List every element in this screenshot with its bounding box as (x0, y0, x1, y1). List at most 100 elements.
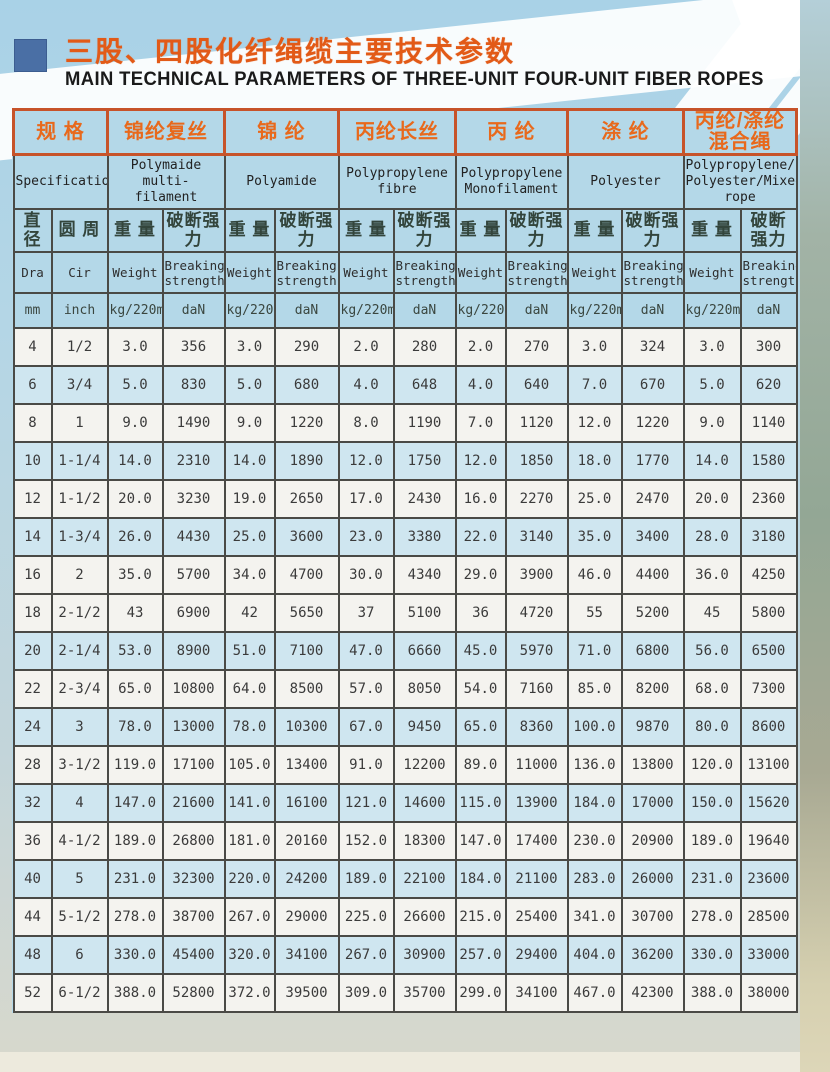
data-cell: 48 (12, 935, 53, 975)
data-cell: 3230 (161, 479, 226, 519)
data-cell: 8900 (161, 631, 226, 671)
data-cell: 189.0 (106, 821, 164, 861)
data-cell: 37 (337, 593, 395, 633)
data-cell: 44 (12, 897, 53, 937)
fiber-group-name-en: Specification (12, 153, 109, 210)
page-edge-strip (800, 0, 830, 1072)
data-cell: 17400 (504, 821, 569, 861)
data-cell: 24 (12, 707, 53, 747)
data-cell: 1580 (739, 441, 798, 481)
data-cell: 64.0 (223, 669, 276, 709)
column-header-en: Weight (106, 251, 164, 294)
column-header-zh: 直径 (12, 208, 53, 253)
data-cell: 9.0 (223, 403, 276, 443)
fiber-group-name-zh: 锦纶复丝 (106, 108, 226, 156)
data-cell: 309.0 (337, 973, 395, 1013)
data-cell: 36200 (620, 935, 685, 975)
data-cell: 230.0 (566, 821, 623, 861)
table-row: 12 1-1/2 20.0 3230 19.0 2650 17.0 2430 16.0 2270 2… (12, 479, 798, 519)
data-cell: 54.0 (454, 669, 507, 709)
column-header-zh: 重 量 (223, 208, 276, 253)
data-cell: 8.0 (337, 403, 395, 443)
data-cell: 341.0 (566, 897, 623, 937)
table-row: 28 3-1/2 119.0 17100 105.0 13400 91.0 12200 89.0… (12, 745, 798, 785)
data-cell: 181.0 (223, 821, 276, 861)
column-unit: kg/220m (454, 292, 507, 329)
data-cell: 42 (223, 593, 276, 633)
data-cell: 12200 (392, 745, 457, 785)
data-cell: 65.0 (454, 707, 507, 747)
table-row: 22 2-3/4 65.0 10800 64.0 8500 57.0 8050 54.0 7160… (12, 669, 798, 709)
table-row: 20 2-1/4 53.0 8900 51.0 7100 47.0 6660 45.0 5970 7… (12, 631, 798, 671)
column-unit: daN (620, 292, 685, 329)
data-cell: 1 (50, 403, 109, 443)
data-cell: 52800 (161, 973, 226, 1013)
data-cell: 34100 (504, 973, 569, 1013)
data-cell: 4400 (620, 555, 685, 595)
data-cell: 65.0 (106, 669, 164, 709)
data-cell: 8200 (620, 669, 685, 709)
data-cell: 5800 (739, 593, 798, 633)
page-bottom-margin (0, 1052, 800, 1072)
data-cell: 29000 (273, 897, 340, 937)
data-cell: 15620 (739, 783, 798, 823)
data-cell: 388.0 (106, 973, 164, 1013)
data-cell: 2.0 (454, 327, 507, 367)
data-cell: 3/4 (50, 365, 109, 405)
data-cell: 270 (504, 327, 569, 367)
rope-spec-table: 规 格锦纶复丝锦 纶丙纶长丝丙 纶涤 纶丙纶/涤纶 混合绳 Specificati… (12, 108, 798, 1013)
data-cell: 17.0 (337, 479, 395, 519)
data-cell: 1220 (273, 403, 340, 443)
data-cell: 40 (12, 859, 53, 899)
data-cell: 4430 (161, 517, 226, 557)
data-cell: 388.0 (682, 973, 742, 1013)
column-unit: daN (273, 292, 340, 329)
table-row: 44 5-1/2 278.0 38700 267.0 29000 225.0 26600 215… (12, 897, 798, 937)
column-header-zh: 重 量 (454, 208, 507, 253)
data-cell: 5.0 (682, 365, 742, 405)
data-cell: 3400 (620, 517, 685, 557)
data-cell: 12.0 (337, 441, 395, 481)
data-cell: 1-1/2 (50, 479, 109, 519)
column-header-en: Breaking strength (504, 251, 569, 294)
data-cell: 231.0 (106, 859, 164, 899)
data-cell: 300 (739, 327, 798, 367)
column-header-zh: 破断强力 (392, 208, 457, 253)
data-cell: 648 (392, 365, 457, 405)
column-header-en: Weight (454, 251, 507, 294)
data-cell: 28 (12, 745, 53, 785)
data-cell: 57.0 (337, 669, 395, 709)
column-header-zh: 重 量 (682, 208, 742, 253)
data-cell: 16.0 (454, 479, 507, 519)
data-cell: 5650 (273, 593, 340, 633)
data-cell: 2-1/2 (50, 593, 109, 633)
data-cell: 141.0 (223, 783, 276, 823)
data-cell: 7.0 (454, 403, 507, 443)
data-cell: 9870 (620, 707, 685, 747)
data-cell: 9.0 (106, 403, 164, 443)
table-row: 40 5 231.0 32300 220.0 24200 189.0 22100 184.0 21… (12, 859, 798, 899)
data-cell: 1120 (504, 403, 569, 443)
data-cell: 4.0 (454, 365, 507, 405)
data-cell: 78.0 (106, 707, 164, 747)
data-cell: 33000 (739, 935, 798, 975)
data-cell: 1490 (161, 403, 226, 443)
column-header-zh: 重 量 (106, 208, 164, 253)
data-cell: 115.0 (454, 783, 507, 823)
data-cell: 2 (50, 555, 109, 595)
fiber-group-name-en: Polypropylene/ Polyester/Mixed rope (682, 153, 798, 210)
data-cell: 6-1/2 (50, 973, 109, 1013)
data-cell: 320.0 (223, 935, 276, 975)
data-cell: 4 (12, 327, 53, 367)
table-row: 4 1/2 3.0 356 3.0 290 2.0 280 2.0 270 3.0 324 3.0 300 (12, 327, 798, 367)
data-cell: 3380 (392, 517, 457, 557)
data-cell: 89.0 (454, 745, 507, 785)
data-cell: 8050 (392, 669, 457, 709)
data-cell: 1-3/4 (50, 517, 109, 557)
data-cell: 85.0 (566, 669, 623, 709)
table-row: 16 2 35.0 5700 34.0 4700 30.0 4340 29.0 3900 46.0 4… (12, 555, 798, 595)
data-cell: 6800 (620, 631, 685, 671)
data-cell: 8360 (504, 707, 569, 747)
data-cell: 5700 (161, 555, 226, 595)
